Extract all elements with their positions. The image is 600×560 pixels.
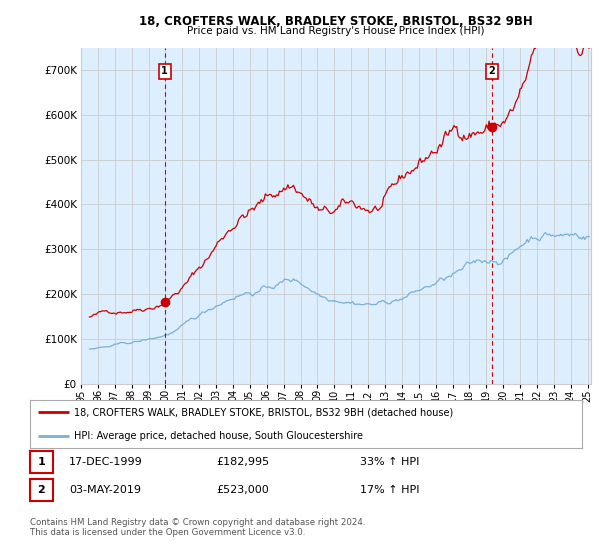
Text: Price paid vs. HM Land Registry's House Price Index (HPI): Price paid vs. HM Land Registry's House … [187,26,485,36]
Text: 2: 2 [38,485,45,495]
Text: 1: 1 [161,66,168,76]
Text: £523,000: £523,000 [216,485,269,495]
Text: 18, CROFTERS WALK, BRADLEY STOKE, BRISTOL, BS32 9BH (detached house): 18, CROFTERS WALK, BRADLEY STOKE, BRISTO… [74,407,454,417]
Text: £182,995: £182,995 [216,457,269,467]
Text: 1: 1 [38,457,45,467]
Text: Contains HM Land Registry data © Crown copyright and database right 2024.
This d: Contains HM Land Registry data © Crown c… [30,518,365,538]
Text: 17% ↑ HPI: 17% ↑ HPI [360,485,419,495]
Text: HPI: Average price, detached house, South Gloucestershire: HPI: Average price, detached house, Sout… [74,431,363,441]
Text: 03-MAY-2019: 03-MAY-2019 [69,485,141,495]
Text: 33% ↑ HPI: 33% ↑ HPI [360,457,419,467]
Text: 2: 2 [488,66,495,76]
Text: 17-DEC-1999: 17-DEC-1999 [69,457,143,467]
Text: 18, CROFTERS WALK, BRADLEY STOKE, BRISTOL, BS32 9BH: 18, CROFTERS WALK, BRADLEY STOKE, BRISTO… [139,15,533,28]
